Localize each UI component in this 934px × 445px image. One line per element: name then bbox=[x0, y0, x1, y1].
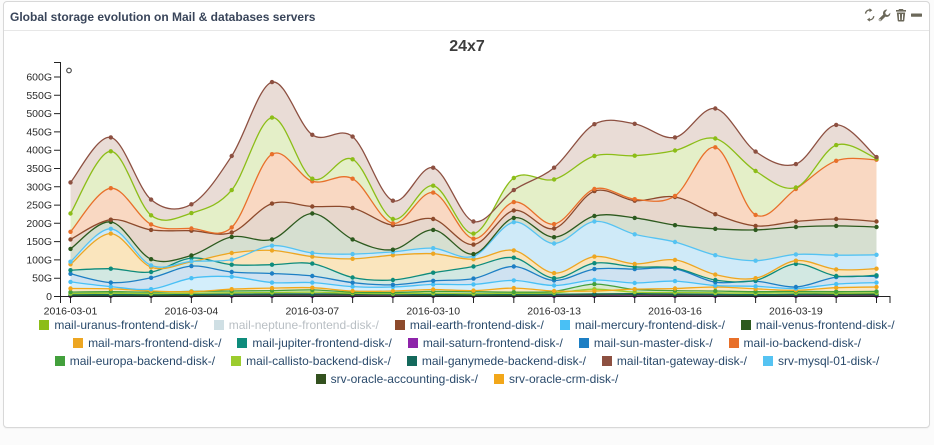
svg-text:2016-03-10: 2016-03-10 bbox=[406, 306, 460, 318]
svg-text:150G: 150G bbox=[26, 236, 52, 248]
svg-text:200G: 200G bbox=[26, 218, 52, 230]
svg-text:400G: 400G bbox=[26, 145, 52, 157]
svg-text:100G: 100G bbox=[26, 254, 52, 266]
svg-text:350G: 350G bbox=[26, 163, 52, 175]
svg-text:50G: 50G bbox=[32, 273, 52, 285]
svg-text:2016-03-07: 2016-03-07 bbox=[285, 306, 339, 318]
svg-text:2016-03-19: 2016-03-19 bbox=[769, 306, 823, 318]
svg-text:2016-03-16: 2016-03-16 bbox=[648, 306, 702, 318]
svg-text:300G: 300G bbox=[26, 181, 52, 193]
svg-text:450G: 450G bbox=[26, 126, 52, 138]
svg-text:2016-03-04: 2016-03-04 bbox=[165, 306, 219, 318]
svg-text:0: 0 bbox=[46, 291, 52, 303]
svg-text:600G: 600G bbox=[26, 72, 52, 84]
svg-text:2016-03-01: 2016-03-01 bbox=[44, 306, 98, 318]
svg-text:250G: 250G bbox=[26, 200, 52, 212]
svg-text:500G: 500G bbox=[26, 108, 52, 120]
svg-text:2016-03-13: 2016-03-13 bbox=[527, 306, 581, 318]
svg-text:550G: 550G bbox=[26, 90, 52, 102]
